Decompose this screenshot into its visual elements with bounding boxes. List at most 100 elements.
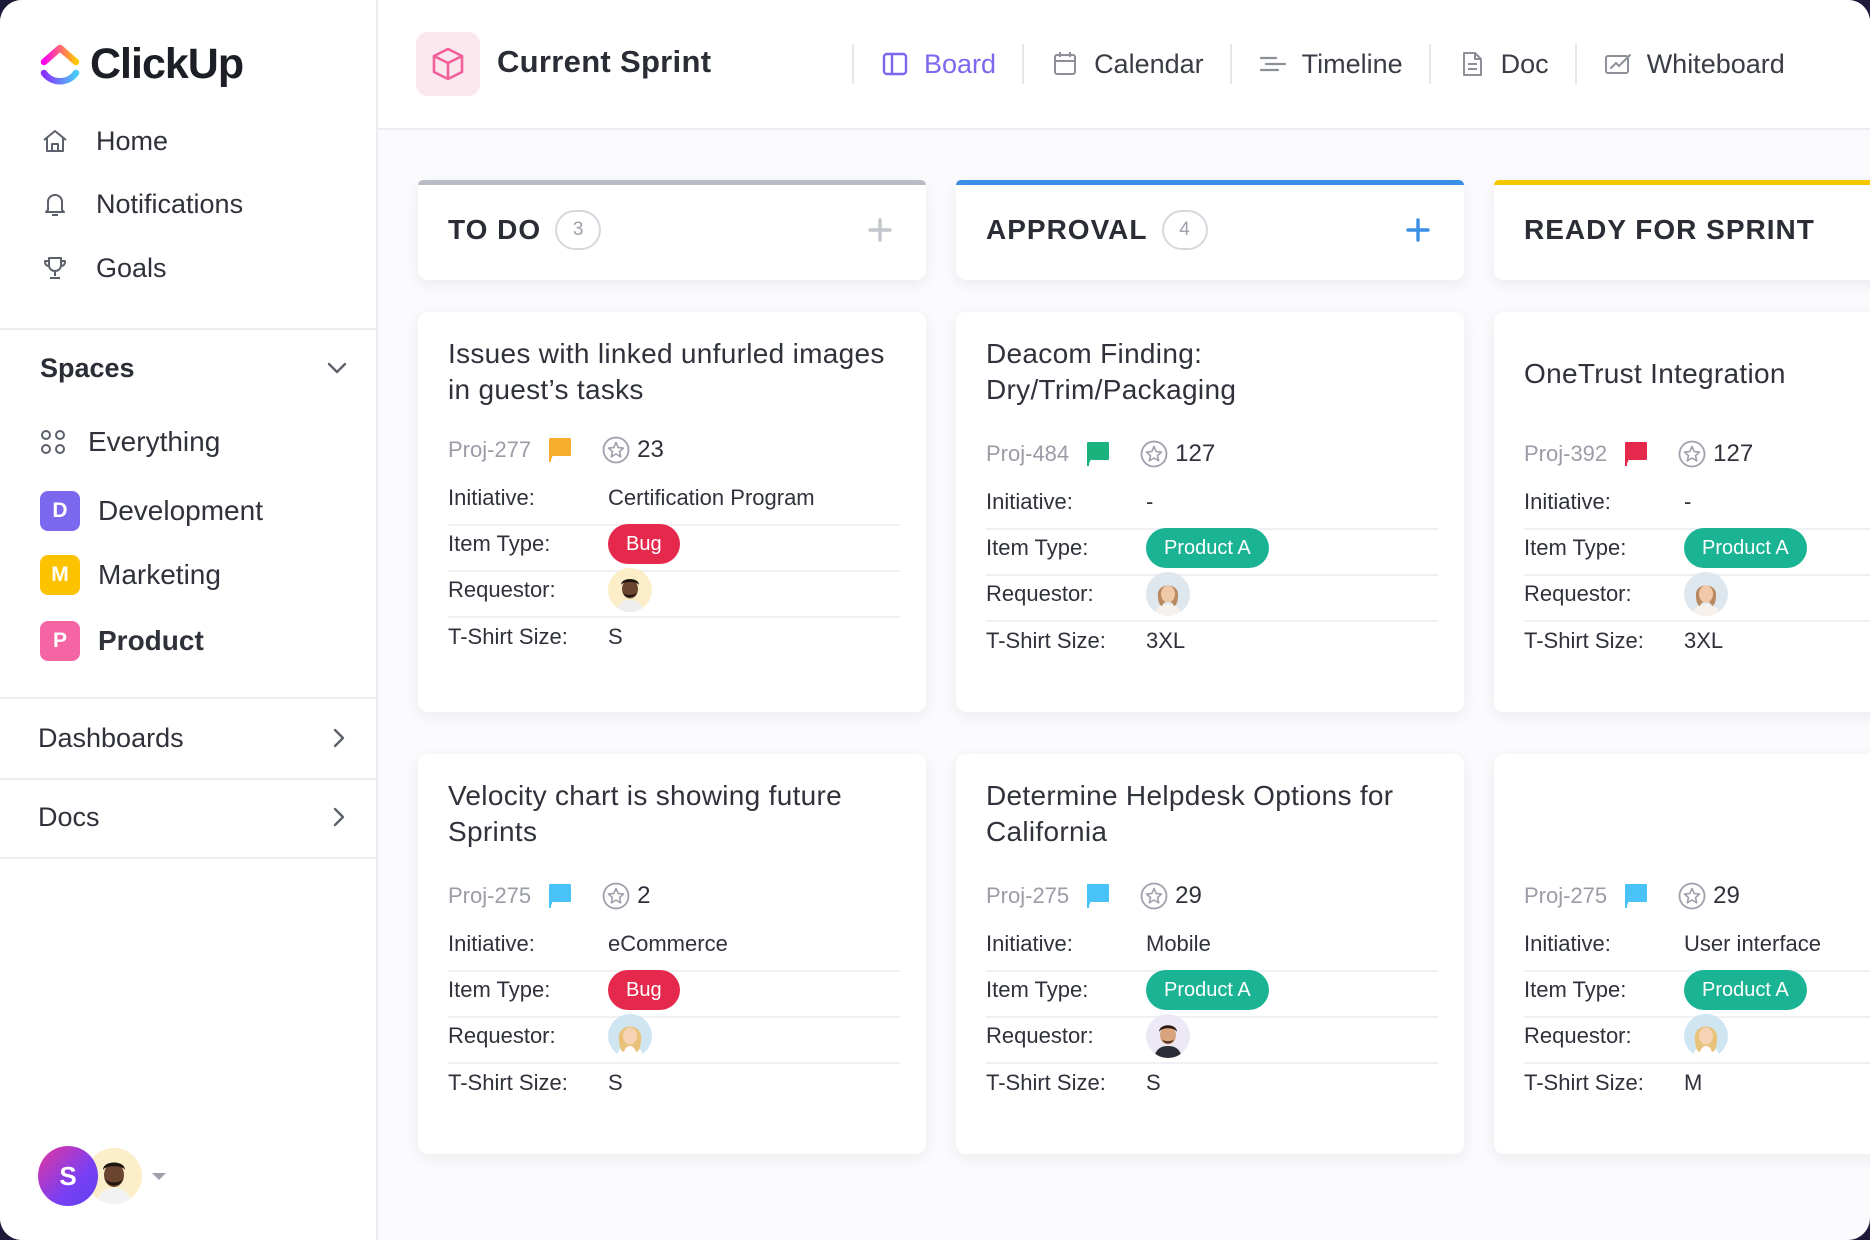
task-card[interactable]: Issues with linked unfurled images in gu… bbox=[418, 312, 926, 712]
field-label: T-Shirt Size: bbox=[448, 624, 568, 649]
clickup-logo[interactable]: ClickUp bbox=[38, 38, 244, 90]
item-type-tag[interactable]: Product A bbox=[1146, 528, 1269, 568]
tshirt-size-value[interactable]: S bbox=[608, 1070, 623, 1095]
item-type-tag[interactable]: Product A bbox=[1684, 970, 1807, 1010]
sprint-points-icon bbox=[1678, 440, 1706, 468]
priority-flag-icon bbox=[1087, 884, 1110, 908]
nav-home[interactable]: Home bbox=[38, 116, 358, 166]
column-header[interactable]: READY FOR SPRINT bbox=[1494, 180, 1870, 280]
caret-down-icon bbox=[152, 1172, 166, 1180]
field-label: Requestor: bbox=[986, 581, 1094, 606]
requestor-avatar[interactable] bbox=[1146, 572, 1190, 616]
task-card[interactable]: OneTrust Integration Proj-392 127 Initiativ… bbox=[1494, 312, 1870, 712]
initiative-value[interactable]: eCommerce bbox=[608, 931, 728, 956]
sprint-points-icon bbox=[1140, 882, 1168, 910]
spaces-header[interactable]: Spaces bbox=[40, 346, 350, 390]
task-card[interactable]: Proj-275 29 Initiative: User interface Item … bbox=[1494, 754, 1870, 1154]
tab-calendar[interactable]: Calendar bbox=[1050, 49, 1204, 80]
item-type-tag[interactable]: Bug bbox=[608, 524, 680, 564]
task-title: Deacom Finding: Dry/Trim/Packaging bbox=[986, 338, 1237, 405]
nav-notifications-label: Notifications bbox=[96, 188, 244, 219]
requestor-avatar[interactable] bbox=[1684, 572, 1728, 616]
initiative-value[interactable]: Certification Program bbox=[608, 485, 815, 510]
initiative-value[interactable]: - bbox=[1146, 489, 1154, 514]
bell-icon bbox=[38, 187, 72, 221]
space-badge: M bbox=[40, 555, 80, 595]
user-avatar bbox=[86, 1148, 142, 1204]
tab-separator bbox=[1229, 44, 1232, 84]
space-everything[interactable]: Everything bbox=[40, 420, 360, 464]
item-type-tag[interactable]: Product A bbox=[1146, 970, 1269, 1010]
field-label: Initiative: bbox=[986, 931, 1073, 956]
requestor-avatar[interactable] bbox=[608, 1014, 652, 1058]
timeline-icon bbox=[1258, 49, 1288, 79]
user-menu[interactable]: S bbox=[38, 1144, 166, 1208]
task-id: Proj-275 bbox=[448, 883, 532, 908]
dashboards-link[interactable]: Dashboards bbox=[38, 713, 350, 763]
add-task-button[interactable] bbox=[860, 210, 900, 250]
field-requestor: Requestor: bbox=[1524, 1010, 1870, 1064]
task-meta: Proj-275 2 bbox=[448, 878, 651, 914]
column-header[interactable]: TO DO 3 bbox=[418, 180, 926, 280]
requestor-avatar[interactable] bbox=[1146, 1014, 1190, 1058]
sprint-points-icon bbox=[602, 882, 630, 910]
field-initiative: Initiative: eCommerce bbox=[448, 918, 900, 972]
field-tshirt-size: T-Shirt Size: 3XL bbox=[986, 614, 1438, 668]
space-marketing[interactable]: M Marketing bbox=[40, 553, 360, 597]
task-id: Proj-392 bbox=[1524, 441, 1608, 466]
tshirt-size-value[interactable]: M bbox=[1684, 1070, 1703, 1095]
tab-board[interactable]: Board bbox=[880, 49, 996, 80]
column-title: APPROVAL bbox=[986, 214, 1148, 245]
column-count-badge: 4 bbox=[1161, 210, 1208, 250]
task-card[interactable]: Deacom Finding: Dry/Trim/Packaging Proj-4… bbox=[956, 312, 1464, 712]
calendar-icon bbox=[1050, 49, 1080, 79]
clickup-logo-icon bbox=[40, 44, 80, 85]
tshirt-size-value[interactable]: S bbox=[608, 624, 623, 649]
field-requestor: Requestor: bbox=[1524, 568, 1870, 622]
column-count-badge: 3 bbox=[555, 210, 602, 250]
add-task-button[interactable] bbox=[1398, 210, 1438, 250]
task-title: Issues with linked unfurled images in gu… bbox=[448, 338, 885, 405]
space-development[interactable]: D Development bbox=[40, 489, 360, 533]
field-label: T-Shirt Size: bbox=[1524, 628, 1644, 653]
column-color-bar bbox=[1494, 180, 1870, 185]
requestor-avatar[interactable] bbox=[608, 568, 652, 612]
tab-doc[interactable]: Doc bbox=[1457, 49, 1549, 80]
field-tshirt-size: T-Shirt Size: 3XL bbox=[1524, 614, 1870, 668]
initiative-value[interactable]: Mobile bbox=[1146, 931, 1211, 956]
field-label: Item Type: bbox=[986, 977, 1089, 1002]
tshirt-size-value[interactable]: S bbox=[1146, 1070, 1161, 1095]
column-header[interactable]: APPROVAL 4 bbox=[956, 180, 1464, 280]
field-item-type: Item Type: Product A bbox=[1524, 522, 1870, 576]
sidebar-divider bbox=[0, 857, 378, 859]
tshirt-size-value[interactable]: 3XL bbox=[1146, 628, 1186, 653]
tshirt-size-value[interactable]: 3XL bbox=[1684, 628, 1724, 653]
tab-doc-label: Doc bbox=[1500, 48, 1549, 79]
nav-goals[interactable]: Goals bbox=[38, 243, 358, 293]
docs-link[interactable]: Docs bbox=[38, 792, 350, 842]
field-label: Item Type: bbox=[1524, 977, 1627, 1002]
priority-flag-icon bbox=[549, 438, 572, 462]
tab-timeline[interactable]: Timeline bbox=[1258, 49, 1403, 80]
sprint-points: 29 bbox=[1677, 881, 1740, 911]
field-tshirt-size: T-Shirt Size: S bbox=[448, 1056, 900, 1110]
task-card[interactable]: Velocity chart is showing future Sprints… bbox=[418, 754, 926, 1154]
task-card[interactable]: Determine Helpdesk Options for Californi… bbox=[956, 754, 1464, 1154]
sprint-points-value: 2 bbox=[637, 882, 651, 909]
field-label: Item Type: bbox=[448, 531, 551, 556]
initiative-value[interactable]: - bbox=[1684, 489, 1692, 514]
sprint-points-icon bbox=[1140, 440, 1168, 468]
sidebar: ClickUp Home Notifications Goals Spaces bbox=[0, 0, 378, 1240]
field-item-type: Item Type: Product A bbox=[986, 522, 1438, 576]
task-meta: Proj-392 127 bbox=[1524, 436, 1753, 472]
item-type-tag[interactable]: Bug bbox=[608, 970, 680, 1010]
task-meta: Proj-275 29 bbox=[1524, 878, 1740, 914]
item-type-tag[interactable]: Product A bbox=[1684, 528, 1807, 568]
field-label: Item Type: bbox=[986, 535, 1089, 560]
space-product[interactable]: P Product bbox=[40, 619, 360, 663]
trophy-icon bbox=[38, 251, 72, 285]
initiative-value[interactable]: User interface bbox=[1684, 931, 1821, 956]
nav-notifications[interactable]: Notifications bbox=[38, 179, 358, 229]
tab-whiteboard[interactable]: Whiteboard bbox=[1603, 49, 1785, 80]
requestor-avatar[interactable] bbox=[1684, 1014, 1728, 1058]
